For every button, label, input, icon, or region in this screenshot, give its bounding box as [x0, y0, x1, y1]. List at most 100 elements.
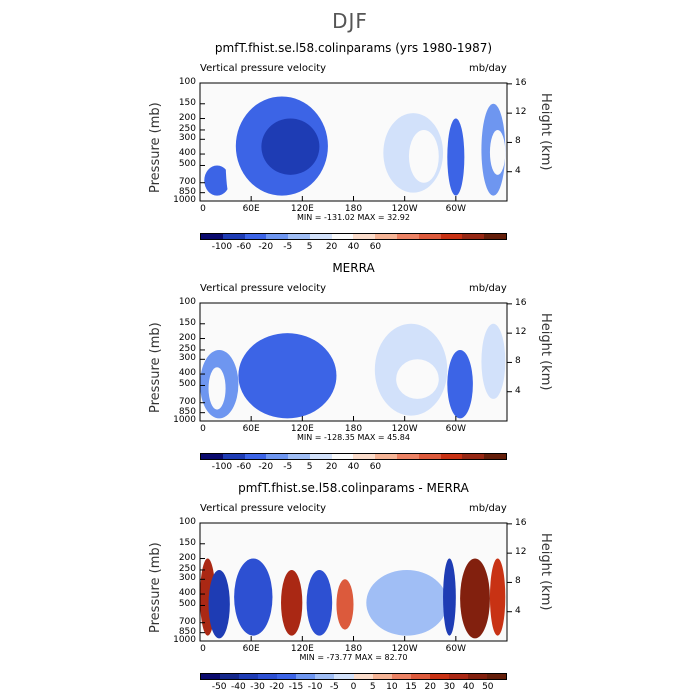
colorbar-swatch — [309, 234, 332, 239]
y-tick-label: 500 — [178, 599, 196, 610]
contour-region — [235, 96, 328, 196]
colorbar-swatch — [375, 454, 398, 459]
colorbar-swatch — [266, 234, 289, 239]
y-tick-label: 1000 — [173, 415, 196, 425]
y-tick-label: 300 — [178, 353, 196, 364]
colorbar-label: -20 — [269, 682, 285, 692]
colorbar-label: -60 — [236, 462, 252, 472]
colorbar — [200, 453, 507, 460]
min-max-label: MIN = -131.02 MAX = 32.92 — [296, 213, 410, 222]
panel-left-label: Vertical pressure velocity — [200, 503, 327, 514]
colorbar — [200, 233, 507, 240]
colorbar-label: 20 — [424, 682, 436, 692]
x-tick-label: 180 — [344, 204, 363, 214]
y-tick-label: 300 — [178, 573, 196, 584]
contour-region — [234, 558, 273, 636]
colorbar-label: -15 — [288, 682, 304, 692]
panel-units-label: mb/day — [469, 63, 507, 74]
contour-region — [447, 118, 465, 196]
x-tick-label: 60W — [445, 644, 466, 654]
y2-tick-label: 8 — [515, 136, 521, 147]
colorbar-swatch — [222, 234, 245, 239]
y-tick-label: 500 — [178, 379, 196, 390]
colorbar-swatch — [331, 234, 354, 239]
colorbar-label: -100 — [211, 462, 233, 472]
y-tick-label: 100 — [178, 517, 196, 527]
panel-left-label: Vertical pressure velocity — [200, 63, 327, 74]
contour-region — [408, 129, 439, 183]
x-tick-label: 120W — [391, 424, 418, 434]
colorbar-label: -40 — [231, 682, 246, 692]
colorbar-label: 20 — [325, 462, 338, 472]
panel-title: pmfT.fhist.se.l58.colinparams (yrs 1980-… — [214, 41, 493, 55]
y-tick-label: 850 — [178, 406, 196, 417]
colorbar-label: 60 — [369, 242, 382, 252]
colorbar-swatch — [418, 454, 441, 459]
colorbar-label: -5 — [283, 242, 293, 252]
colorbar-swatch — [201, 674, 221, 679]
main-title: DJF — [332, 9, 368, 33]
y-tick-label: 400 — [178, 368, 196, 379]
panel-title: pmfT.fhist.se.l58.colinparams - MERRA — [238, 481, 469, 495]
y2-tick-label: 4 — [515, 165, 521, 176]
colorbar-label: 60 — [369, 462, 382, 472]
colorbar-swatch — [418, 234, 441, 239]
colorbar-label: 40 — [462, 682, 475, 692]
colorbar-label: 5 — [369, 682, 376, 692]
contour-region — [336, 579, 354, 630]
x-tick-label: 0 — [200, 424, 206, 434]
colorbar-swatch — [201, 234, 223, 239]
plot-background — [200, 83, 507, 201]
colorbar-label: -5 — [283, 462, 293, 472]
x-tick-label: 120W — [391, 644, 418, 654]
colorbar-swatch — [484, 234, 506, 239]
y-tick-label: 200 — [178, 112, 196, 123]
y-tick-label: 300 — [178, 133, 196, 144]
colorbar-label: 5 — [306, 242, 313, 252]
colorbar-swatch — [462, 454, 485, 459]
x-tick-label: 0 — [200, 204, 206, 214]
y2-tick-label: 12 — [515, 547, 527, 558]
colorbar-label: -5 — [329, 682, 339, 692]
contour-region — [447, 349, 473, 419]
colorbar-label: -60 — [236, 242, 252, 252]
x-tick-label: 120E — [290, 644, 314, 654]
colorbar-label: -10 — [307, 682, 323, 692]
y2-axis-title: Height (km) — [538, 533, 553, 611]
contour-region — [481, 323, 506, 399]
colorbar-swatch — [440, 454, 463, 459]
colorbar-label: 20 — [325, 242, 338, 252]
x-tick-label: 0 — [200, 644, 206, 654]
colorbar-swatch — [429, 674, 449, 679]
colorbar-swatch — [258, 674, 278, 679]
colorbar-swatch — [462, 234, 485, 239]
contour-region — [443, 558, 456, 636]
colorbar-label: 50 — [482, 682, 494, 692]
plot-frame — [199, 522, 508, 642]
y-tick-label: 400 — [178, 148, 196, 159]
contour-region — [263, 349, 316, 413]
y-tick-label: 150 — [178, 317, 196, 328]
colorbar-swatch — [288, 454, 310, 459]
y2-tick-label: 4 — [515, 385, 521, 396]
colorbar-swatch — [266, 454, 289, 459]
colorbar-swatch — [486, 674, 506, 679]
contour-region — [481, 103, 506, 196]
y-axis-title: Pressure (mb) — [148, 542, 163, 633]
y2-tick-label: 12 — [515, 107, 527, 118]
y2-tick-label: 16 — [515, 297, 527, 308]
colorbar-swatch — [375, 234, 398, 239]
contour-region — [200, 349, 239, 419]
colorbar-swatch — [372, 674, 392, 679]
y-tick-label: 100 — [178, 77, 196, 87]
contour-region — [204, 165, 230, 196]
colorbar — [200, 673, 507, 680]
y2-axis-title: Height (km) — [538, 313, 553, 391]
y-axis-title: Pressure (mb) — [148, 102, 163, 193]
contour-region — [208, 367, 226, 410]
contour-region — [238, 333, 337, 419]
y2-tick-label: 16 — [515, 517, 527, 528]
